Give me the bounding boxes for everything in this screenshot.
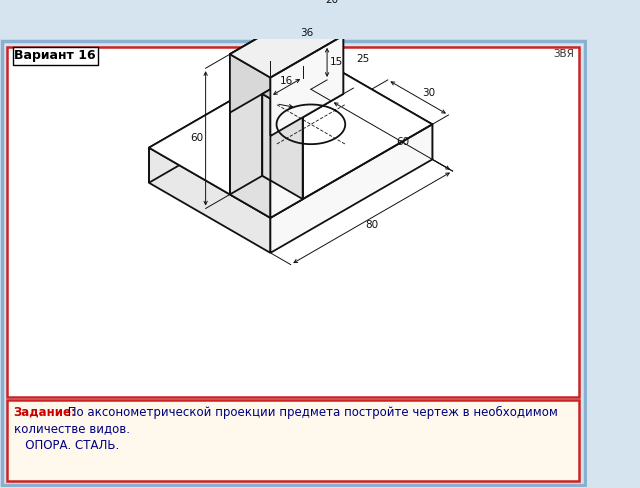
Polygon shape — [230, 54, 270, 218]
Text: 16: 16 — [280, 76, 293, 85]
Text: 60: 60 — [190, 133, 203, 143]
Text: ЗВЯ: ЗВЯ — [553, 49, 574, 59]
Text: 15: 15 — [330, 58, 343, 67]
Polygon shape — [262, 36, 303, 199]
Polygon shape — [149, 54, 433, 218]
Text: 80: 80 — [365, 220, 378, 230]
Text: количестве видов.: количестве видов. — [13, 423, 130, 435]
Polygon shape — [270, 59, 303, 218]
Polygon shape — [262, 71, 343, 117]
Polygon shape — [230, 36, 303, 78]
Polygon shape — [230, 36, 262, 194]
Polygon shape — [270, 36, 343, 136]
Polygon shape — [230, 12, 303, 113]
Text: Вариант 16: Вариант 16 — [14, 49, 96, 62]
Text: По аксонометрической проекции предмета постройте чертеж в необходимом: По аксонометрической проекции предмета п… — [64, 406, 558, 419]
Text: 36: 36 — [300, 28, 314, 38]
Polygon shape — [149, 148, 270, 253]
Polygon shape — [230, 12, 343, 78]
Polygon shape — [270, 124, 433, 253]
Polygon shape — [149, 54, 311, 183]
Polygon shape — [311, 54, 433, 160]
FancyBboxPatch shape — [13, 47, 98, 65]
Text: Задание:: Задание: — [13, 406, 77, 419]
Polygon shape — [303, 12, 343, 94]
Text: 25: 25 — [356, 54, 369, 64]
Text: ОПОРА. СТАЛЬ.: ОПОРА. СТАЛЬ. — [13, 439, 119, 452]
FancyBboxPatch shape — [7, 47, 579, 397]
Text: 30: 30 — [422, 88, 436, 98]
FancyBboxPatch shape — [2, 41, 585, 485]
Text: 20: 20 — [326, 0, 339, 5]
Text: φ24: φ24 — [264, 90, 284, 100]
FancyBboxPatch shape — [7, 401, 579, 481]
Polygon shape — [262, 94, 303, 199]
Text: 60: 60 — [396, 137, 410, 146]
